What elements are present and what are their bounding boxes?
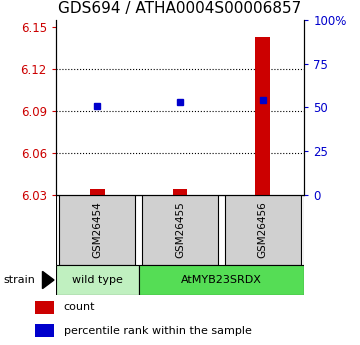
Text: count: count xyxy=(64,302,95,312)
Bar xyxy=(142,195,218,265)
Bar xyxy=(35,301,54,314)
Title: GDS694 / ATHA0004S00006857: GDS694 / ATHA0004S00006857 xyxy=(58,1,302,16)
Text: wild type: wild type xyxy=(72,275,123,285)
Bar xyxy=(56,265,139,295)
Text: strain: strain xyxy=(4,275,36,285)
Bar xyxy=(172,189,188,195)
Bar xyxy=(225,195,301,265)
Bar xyxy=(59,195,135,265)
Polygon shape xyxy=(42,272,54,289)
Bar xyxy=(35,324,54,337)
Bar xyxy=(90,189,105,195)
Text: percentile rank within the sample: percentile rank within the sample xyxy=(64,326,252,336)
Bar xyxy=(255,37,270,195)
Text: AtMYB23SRDX: AtMYB23SRDX xyxy=(181,275,262,285)
Bar xyxy=(139,265,304,295)
Text: GSM26456: GSM26456 xyxy=(258,201,268,258)
Text: GSM26454: GSM26454 xyxy=(92,201,102,258)
Text: GSM26455: GSM26455 xyxy=(175,201,185,258)
